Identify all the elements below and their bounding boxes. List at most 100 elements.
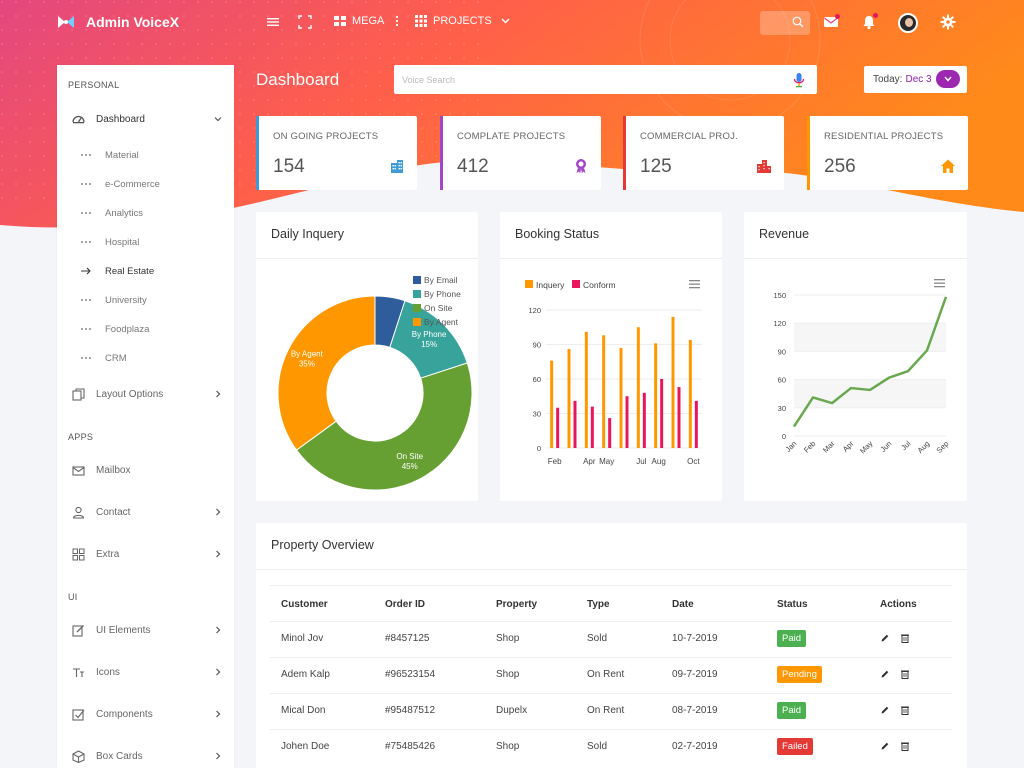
chevron-down-icon: [944, 76, 952, 82]
stat-card-commercial: COMMERCIAL PROJ. 125: [623, 116, 784, 190]
trash-icon[interactable]: [900, 669, 910, 679]
bar[interactable]: [590, 406, 594, 448]
trash-icon[interactable]: [900, 633, 910, 643]
legend-label[interactable]: By Email: [424, 275, 458, 285]
dots-icon: [81, 212, 91, 214]
user-avatar[interactable]: [898, 13, 918, 33]
bar[interactable]: [636, 327, 640, 448]
bar[interactable]: [625, 396, 629, 448]
chevron-down-icon: [501, 18, 510, 24]
brand-logo-icon: [58, 16, 74, 28]
panel-divider: [256, 569, 967, 570]
bar[interactable]: [550, 360, 554, 448]
date-dropdown-button[interactable]: [936, 70, 960, 88]
chevron-right-icon: [216, 508, 221, 516]
sidebar-subitem-foodplaza[interactable]: Foodplaza: [57, 319, 234, 339]
projects-menu[interactable]: PROJECTS: [414, 14, 510, 28]
chart-menu-icon[interactable]: [934, 279, 945, 281]
x-tick-label: May: [599, 457, 614, 466]
legend-label[interactable]: On Site: [424, 303, 453, 313]
table-cell-customer: Adem Kalp: [281, 669, 330, 680]
legend-label[interactable]: Inquery: [536, 280, 565, 290]
sidebar-subitem-university[interactable]: University: [57, 290, 234, 310]
bar[interactable]: [619, 347, 623, 448]
trash-icon[interactable]: [900, 705, 910, 715]
fullscreen-icon[interactable]: [298, 15, 312, 29]
home-icon: [941, 159, 955, 173]
sidebar-item-label: Mailbox: [96, 464, 131, 476]
sidebar-item-label: Extra: [96, 548, 120, 560]
chart-menu-icon[interactable]: [689, 280, 700, 282]
gear-icon[interactable]: [940, 14, 956, 30]
bar[interactable]: [642, 392, 646, 448]
sidebar-item-icons[interactable]: Icons: [57, 660, 234, 684]
chevron-right-icon: [216, 390, 221, 398]
bar[interactable]: [584, 331, 588, 448]
legend-swatch: [413, 290, 421, 298]
table-row: Minol Jov #8457125 Shop Sold 10-7-2019 Paid: [270, 621, 952, 657]
chart-menu-icon[interactable]: [689, 287, 700, 289]
legend-label[interactable]: By Agent: [424, 317, 459, 327]
chart-menu-icon[interactable]: [689, 283, 700, 285]
chart-menu-icon[interactable]: [934, 286, 945, 288]
edit-icon[interactable]: [880, 669, 890, 679]
edit-icon[interactable]: [880, 633, 890, 643]
bar[interactable]: [688, 339, 692, 448]
bar[interactable]: [660, 379, 664, 448]
bar[interactable]: [654, 343, 658, 448]
bar[interactable]: [608, 418, 612, 448]
sidebar-item-components[interactable]: Components: [57, 702, 234, 726]
sidebar-subitem-material[interactable]: Material: [57, 145, 234, 165]
sidebar-subitem-hospital[interactable]: Hospital: [57, 232, 234, 252]
sidebar-subitem-real-estate[interactable]: Real Estate: [57, 261, 234, 281]
sidebar-subitem-crm[interactable]: CRM: [57, 348, 234, 368]
bar[interactable]: [671, 316, 675, 448]
table-cell-order: #96523154: [385, 669, 436, 680]
column-header: Date: [672, 599, 694, 610]
bar[interactable]: [602, 335, 606, 448]
series-line[interactable]: [792, 296, 948, 428]
edit-icon[interactable]: [880, 705, 890, 715]
sidebar-item-extra[interactable]: Extra: [57, 542, 234, 566]
column-header: Status: [777, 599, 808, 610]
table-cell-customer: Mical Don: [281, 705, 326, 716]
legend-label[interactable]: By Phone: [424, 289, 461, 299]
sidebar-item-label: UI Elements: [96, 624, 151, 636]
slice-label: By Phone 15%: [412, 330, 447, 349]
sidebar-item-ui-elements[interactable]: UI Elements: [57, 618, 234, 642]
edit-icon[interactable]: [880, 741, 890, 751]
chart-menu-icon[interactable]: [934, 282, 945, 284]
bar[interactable]: [694, 400, 698, 448]
mail-icon[interactable]: [823, 14, 839, 30]
menu-toggle-icon[interactable]: [266, 15, 280, 29]
table-row: Adem Kalp #96523154 Shop On Rent 09-7-2019 Pe…: [270, 657, 952, 693]
donut-slice[interactable]: [295, 362, 473, 491]
voice-search-input[interactable]: [394, 65, 817, 94]
mega-label: MEGA: [352, 15, 385, 27]
sidebar-item-mailbox[interactable]: Mailbox: [57, 458, 234, 482]
sidebar-subitem-analytics[interactable]: Analytics: [57, 203, 234, 223]
sidebar-item-box-cards[interactable]: Box Cards: [57, 744, 234, 768]
chevron-right-icon: [216, 626, 221, 634]
bar[interactable]: [556, 407, 560, 448]
sidebar-item-label: Dashboard: [96, 113, 145, 125]
today-date-picker[interactable]: Today: Dec 3: [864, 66, 967, 93]
bar[interactable]: [567, 349, 571, 448]
sidebar-item-dashboard[interactable]: Dashboard: [57, 107, 234, 131]
donut-slice[interactable]: [277, 295, 376, 451]
legend-swatch: [413, 276, 421, 284]
topbar-search[interactable]: [760, 11, 810, 35]
microphone-icon[interactable]: [793, 72, 805, 88]
sidebar-item-layout-options[interactable]: Layout Options: [57, 382, 234, 406]
mega-menu[interactable]: MEGA: [333, 14, 399, 28]
brand[interactable]: Admin VoiceX: [56, 12, 179, 32]
sidebar-item-contact[interactable]: Contact: [57, 500, 234, 524]
bar[interactable]: [677, 387, 681, 448]
bell-icon[interactable]: [861, 14, 877, 30]
table-cell-type: Sold: [587, 633, 608, 644]
bar[interactable]: [573, 400, 577, 448]
sidebar-subitem-ecommerce[interactable]: e-Commerce: [57, 174, 234, 194]
trash-icon[interactable]: [900, 741, 910, 751]
legend-label[interactable]: Conform: [583, 280, 616, 290]
sidebar-item-label: Components: [96, 708, 153, 720]
